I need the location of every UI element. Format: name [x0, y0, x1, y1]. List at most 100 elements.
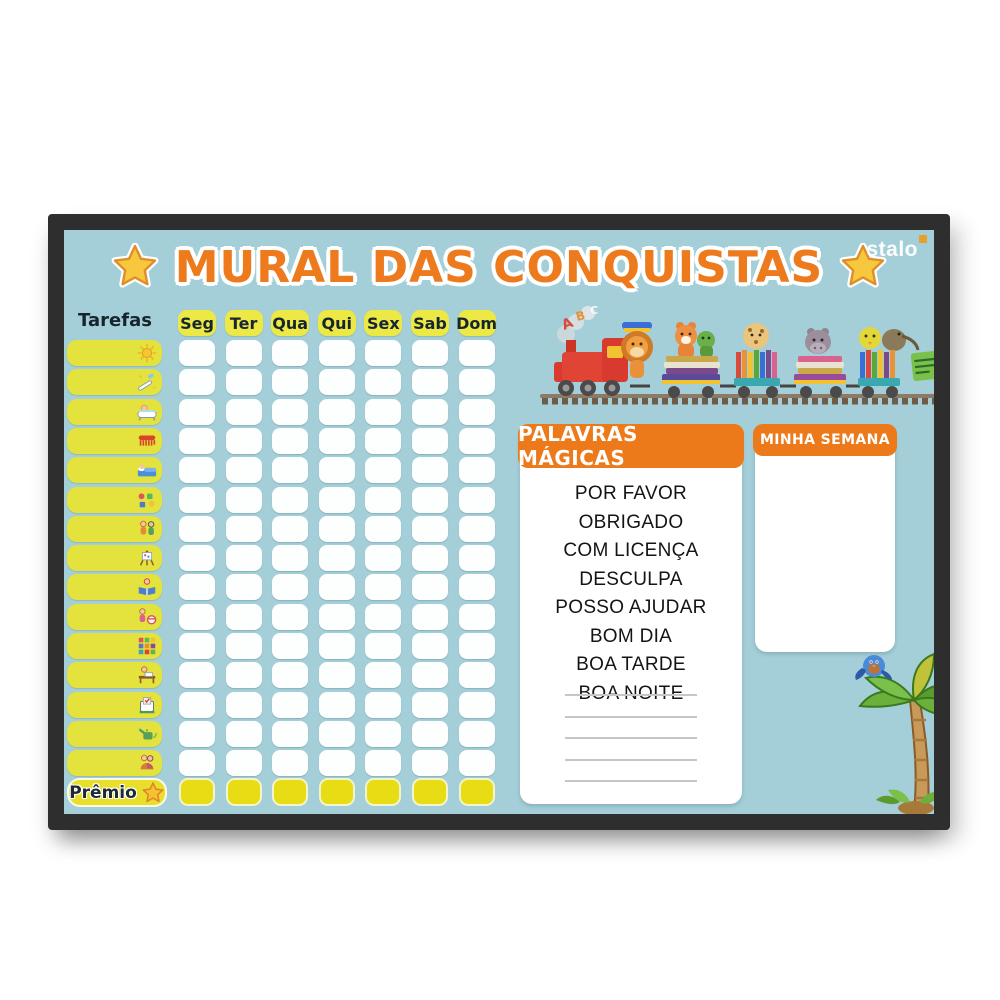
grid-cell[interactable]: [365, 545, 402, 572]
grid-cell[interactable]: [318, 603, 355, 630]
grid-cell[interactable]: [272, 691, 309, 718]
grid-cell[interactable]: [318, 398, 355, 425]
grid-cell[interactable]: [458, 398, 495, 425]
grid-cell[interactable]: [458, 486, 495, 513]
grid-cell[interactable]: [272, 662, 309, 689]
grid-cell[interactable]: [225, 545, 262, 572]
grid-cell[interactable]: [318, 427, 355, 454]
task-row[interactable]: [67, 603, 162, 630]
grid-cell[interactable]: [458, 340, 495, 366]
task-row[interactable]: [67, 457, 162, 484]
grid-cell[interactable]: [225, 457, 262, 484]
grid-cell[interactable]: [458, 427, 495, 454]
grid-cell[interactable]: [365, 486, 402, 513]
grid-cell[interactable]: [272, 457, 309, 484]
grid-cell[interactable]: [225, 398, 262, 425]
blank-line[interactable]: [565, 694, 697, 696]
grid-cell[interactable]: [179, 574, 215, 601]
grid-cell[interactable]: [179, 750, 215, 777]
grid-cell[interactable]: [318, 720, 355, 747]
grid-cell[interactable]: [365, 574, 402, 601]
grid-cell[interactable]: [458, 545, 495, 572]
grid-cell[interactable]: [458, 574, 495, 601]
grid-cell[interactable]: [458, 720, 495, 747]
grid-cell[interactable]: [365, 427, 402, 454]
task-row[interactable]: [67, 398, 162, 425]
blank-line[interactable]: [565, 715, 697, 718]
grid-cell[interactable]: [225, 662, 262, 689]
grid-cell[interactable]: [272, 486, 309, 513]
grid-cell[interactable]: [179, 691, 215, 718]
grid-cell[interactable]: [458, 633, 495, 659]
grid-cell[interactable]: [225, 369, 262, 396]
grid-cell[interactable]: [318, 574, 355, 601]
grid-cell[interactable]: [365, 603, 402, 630]
grid-cell[interactable]: [318, 486, 355, 513]
prize-cell[interactable]: [365, 778, 402, 806]
grid-cell[interactable]: [225, 633, 262, 659]
grid-cell[interactable]: [365, 691, 402, 718]
grid-cell[interactable]: [179, 398, 215, 425]
grid-cell[interactable]: [365, 720, 402, 747]
grid-cell[interactable]: [365, 457, 402, 484]
grid-cell[interactable]: [272, 750, 309, 777]
grid-cell[interactable]: [179, 369, 215, 396]
task-row[interactable]: [67, 720, 162, 747]
grid-cell[interactable]: [365, 662, 402, 689]
task-row[interactable]: [67, 633, 162, 659]
grid-cell[interactable]: [412, 457, 448, 484]
prize-cell[interactable]: [318, 778, 355, 806]
grid-cell[interactable]: [225, 427, 262, 454]
grid-cell[interactable]: [318, 545, 355, 572]
grid-cell[interactable]: [318, 369, 355, 396]
grid-cell[interactable]: [458, 457, 495, 484]
grid-cell[interactable]: [272, 515, 309, 542]
grid-cell[interactable]: [412, 369, 448, 396]
prize-cell[interactable]: [272, 778, 309, 806]
prize-cell[interactable]: [179, 778, 215, 806]
grid-cell[interactable]: [179, 457, 215, 484]
grid-cell[interactable]: [458, 750, 495, 777]
grid-cell[interactable]: [272, 720, 309, 747]
grid-cell[interactable]: [272, 369, 309, 396]
my-week-panel[interactable]: MINHA SEMANA: [753, 424, 897, 652]
grid-cell[interactable]: [272, 398, 309, 425]
blank-line[interactable]: [565, 758, 697, 761]
grid-cell[interactable]: [225, 750, 262, 777]
grid-cell[interactable]: [225, 486, 262, 513]
grid-cell[interactable]: [412, 603, 448, 630]
grid-cell[interactable]: [225, 515, 262, 542]
grid-cell[interactable]: [225, 574, 262, 601]
grid-cell[interactable]: [365, 633, 402, 659]
grid-cell[interactable]: [412, 720, 448, 747]
blank-line[interactable]: [565, 780, 697, 782]
grid-cell[interactable]: [179, 427, 215, 454]
task-row[interactable]: [67, 574, 162, 601]
grid-cell[interactable]: [318, 662, 355, 689]
grid-cell[interactable]: [179, 720, 215, 747]
grid-cell[interactable]: [365, 398, 402, 425]
task-row[interactable]: [67, 486, 162, 513]
task-row[interactable]: [67, 662, 162, 689]
grid-cell[interactable]: [412, 662, 448, 689]
grid-cell[interactable]: [412, 427, 448, 454]
task-row[interactable]: [67, 427, 162, 454]
grid-cell[interactable]: [272, 340, 309, 366]
grid-cell[interactable]: [318, 750, 355, 777]
grid-cell[interactable]: [179, 603, 215, 630]
task-row[interactable]: [67, 545, 162, 572]
grid-cell[interactable]: [412, 691, 448, 718]
task-row[interactable]: [67, 340, 162, 366]
task-row[interactable]: [67, 750, 162, 777]
grid-cell[interactable]: [179, 486, 215, 513]
grid-cell[interactable]: [272, 574, 309, 601]
grid-cell[interactable]: [412, 340, 448, 366]
grid-cell[interactable]: [225, 603, 262, 630]
grid-cell[interactable]: [412, 750, 448, 777]
grid-cell[interactable]: [225, 691, 262, 718]
prize-cell[interactable]: [412, 778, 448, 806]
grid-cell[interactable]: [179, 545, 215, 572]
grid-cell[interactable]: [412, 486, 448, 513]
grid-cell[interactable]: [225, 340, 262, 366]
grid-cell[interactable]: [365, 750, 402, 777]
